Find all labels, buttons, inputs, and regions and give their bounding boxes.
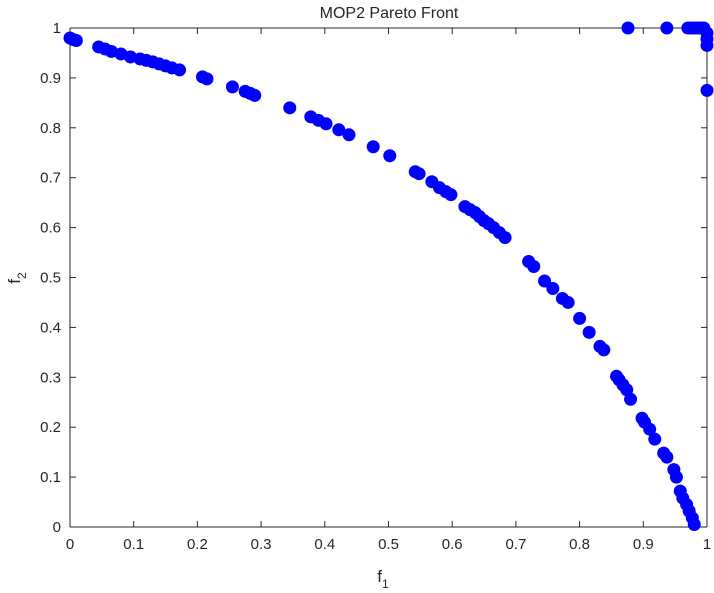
- x-tick-label: 0.2: [187, 536, 208, 553]
- data-point: [173, 63, 187, 77]
- data-point: [660, 21, 674, 35]
- data-point: [225, 80, 239, 94]
- y-tick-label: 0.9: [40, 70, 61, 87]
- y-tick-label: 0.5: [40, 270, 61, 287]
- data-point: [648, 432, 662, 446]
- data-point: [319, 117, 333, 131]
- data-point: [546, 281, 560, 295]
- data-point: [69, 33, 83, 47]
- data-point: [597, 343, 611, 357]
- x-tick-label: 0.8: [569, 536, 590, 553]
- data-point: [700, 83, 714, 97]
- y-tick-label: 0.3: [40, 369, 61, 386]
- data-point: [444, 188, 458, 202]
- y-axis-label: f2: [5, 272, 29, 284]
- data-point: [332, 123, 346, 137]
- chart-title: MOP2 Pareto Front: [320, 5, 459, 22]
- data-point: [366, 140, 380, 154]
- data-point: [383, 149, 397, 163]
- data-point: [573, 311, 587, 325]
- x-tick-label: 1: [703, 536, 711, 553]
- data-point: [561, 295, 575, 309]
- data-point: [283, 101, 297, 115]
- x-tick-label: 0.4: [314, 536, 335, 553]
- x-tick-label: 0.9: [633, 536, 654, 553]
- data-point: [700, 38, 714, 52]
- data-point: [527, 260, 541, 274]
- y-tick-label: 0.4: [40, 319, 61, 336]
- x-tick-label: 0: [66, 536, 74, 553]
- data-point: [498, 231, 512, 245]
- data-point: [412, 167, 426, 181]
- data-point: [248, 88, 262, 102]
- x-tick-label: 0.6: [442, 536, 463, 553]
- x-tick-label: 0.3: [251, 536, 272, 553]
- y-tick-label: 0.6: [40, 220, 61, 237]
- data-point: [624, 392, 638, 406]
- data-point: [687, 518, 701, 532]
- data-point: [200, 72, 214, 86]
- data-point: [621, 21, 635, 35]
- y-tick-label: 0.2: [40, 419, 61, 436]
- y-tick-label: 0: [53, 519, 61, 536]
- x-tick-label: 0.7: [505, 536, 526, 553]
- y-tick-label: 1: [53, 20, 61, 37]
- data-points: [63, 21, 714, 532]
- plot-frame: [69, 27, 708, 528]
- x-axis-label: f1: [377, 567, 389, 591]
- y-tick-label: 0.1: [40, 469, 61, 486]
- y-tick-label: 0.7: [40, 170, 61, 187]
- data-point: [643, 422, 657, 436]
- x-tick-label: 0.1: [123, 536, 144, 553]
- ticks: 0 0.1 0.2 0.3 0.4 0.5 0.6 0.7 0.8 0.9 1 0 0.1 0.2 0.3 0…: [40, 20, 711, 553]
- data-point: [660, 450, 674, 464]
- data-point: [669, 470, 683, 484]
- x-tick-label: 0.5: [378, 536, 399, 553]
- data-point: [342, 128, 356, 142]
- data-point: [538, 274, 552, 288]
- data-point: [582, 325, 596, 339]
- y-tick-label: 0.8: [40, 120, 61, 137]
